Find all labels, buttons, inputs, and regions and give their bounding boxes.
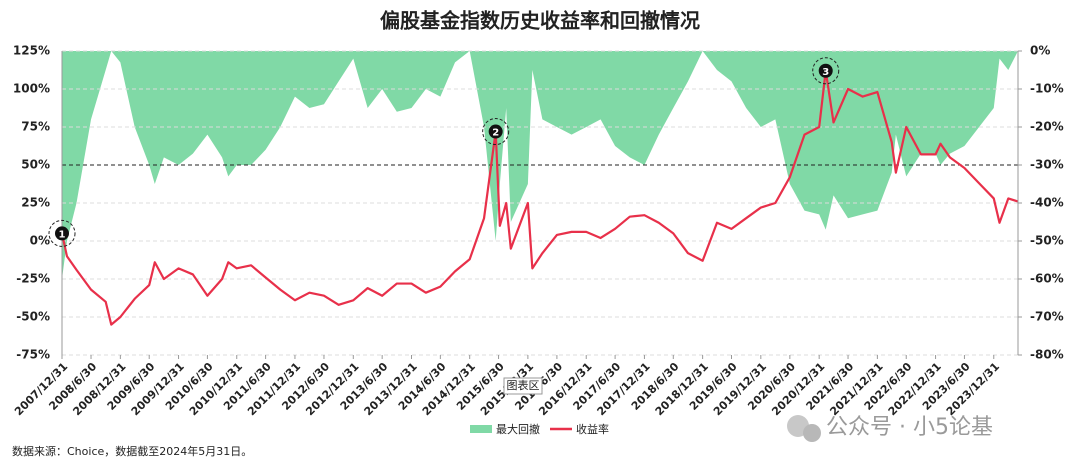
watermark-icon (803, 424, 821, 442)
y2-tick-label: -50% (1030, 234, 1064, 248)
area-layer (62, 51, 1018, 279)
annotation-label: 2 (492, 128, 499, 139)
tooltip-text: 图表区 (507, 378, 540, 392)
line-layer (60, 69, 1019, 326)
y-tick-label: -50% (16, 310, 50, 324)
source-note: 数据来源：Choice，数据截至2024年5月31日。 (12, 444, 252, 458)
y2-tick-label: 0% (1030, 44, 1050, 58)
annotation-dot (488, 124, 503, 139)
y-tick-label: 100% (13, 82, 50, 96)
drawdown-area (62, 51, 1018, 279)
legend-swatch (470, 425, 492, 433)
y2-tick-label: -70% (1030, 310, 1064, 324)
y-tick-label: -25% (16, 272, 50, 286)
annotation-ring (812, 57, 840, 85)
annotation-label: 3 (822, 67, 829, 78)
y2-tick-label: -10% (1030, 82, 1064, 96)
y2-tick-label: -80% (1030, 348, 1064, 362)
tooltip-box (503, 377, 543, 395)
y-tick-label: 75% (21, 120, 50, 134)
annotation-ring (482, 118, 510, 146)
y-tick-label: 50% (21, 158, 50, 172)
y2-tick-label: -40% (1030, 196, 1064, 210)
annotation-label: 1 (59, 229, 66, 240)
y2-tick-label: -60% (1030, 272, 1064, 286)
annotation-dot (55, 226, 69, 241)
watermark-text: 公众号 · 小5论基 (826, 415, 993, 440)
annotation-dot (818, 63, 833, 78)
y-tick-label: -75% (16, 348, 50, 362)
grid-layer (62, 50, 1018, 356)
y2-tick-label: -30% (1030, 158, 1064, 172)
legend-label: 最大回撤 (496, 422, 540, 436)
watermark: 公众号 · 小5论基 (787, 415, 993, 442)
y2-tick-label: -20% (1030, 120, 1064, 134)
annotation-ring (48, 219, 76, 247)
return-line (60, 69, 1019, 326)
y-tick-label: 25% (21, 196, 50, 210)
y-tick-label: 0% (30, 234, 50, 248)
legend-label: 收益率 (576, 422, 609, 436)
y-tick-label: 125% (13, 44, 50, 58)
chart-title: 偏股基金指数历史收益率和回撤情况 (380, 9, 700, 33)
